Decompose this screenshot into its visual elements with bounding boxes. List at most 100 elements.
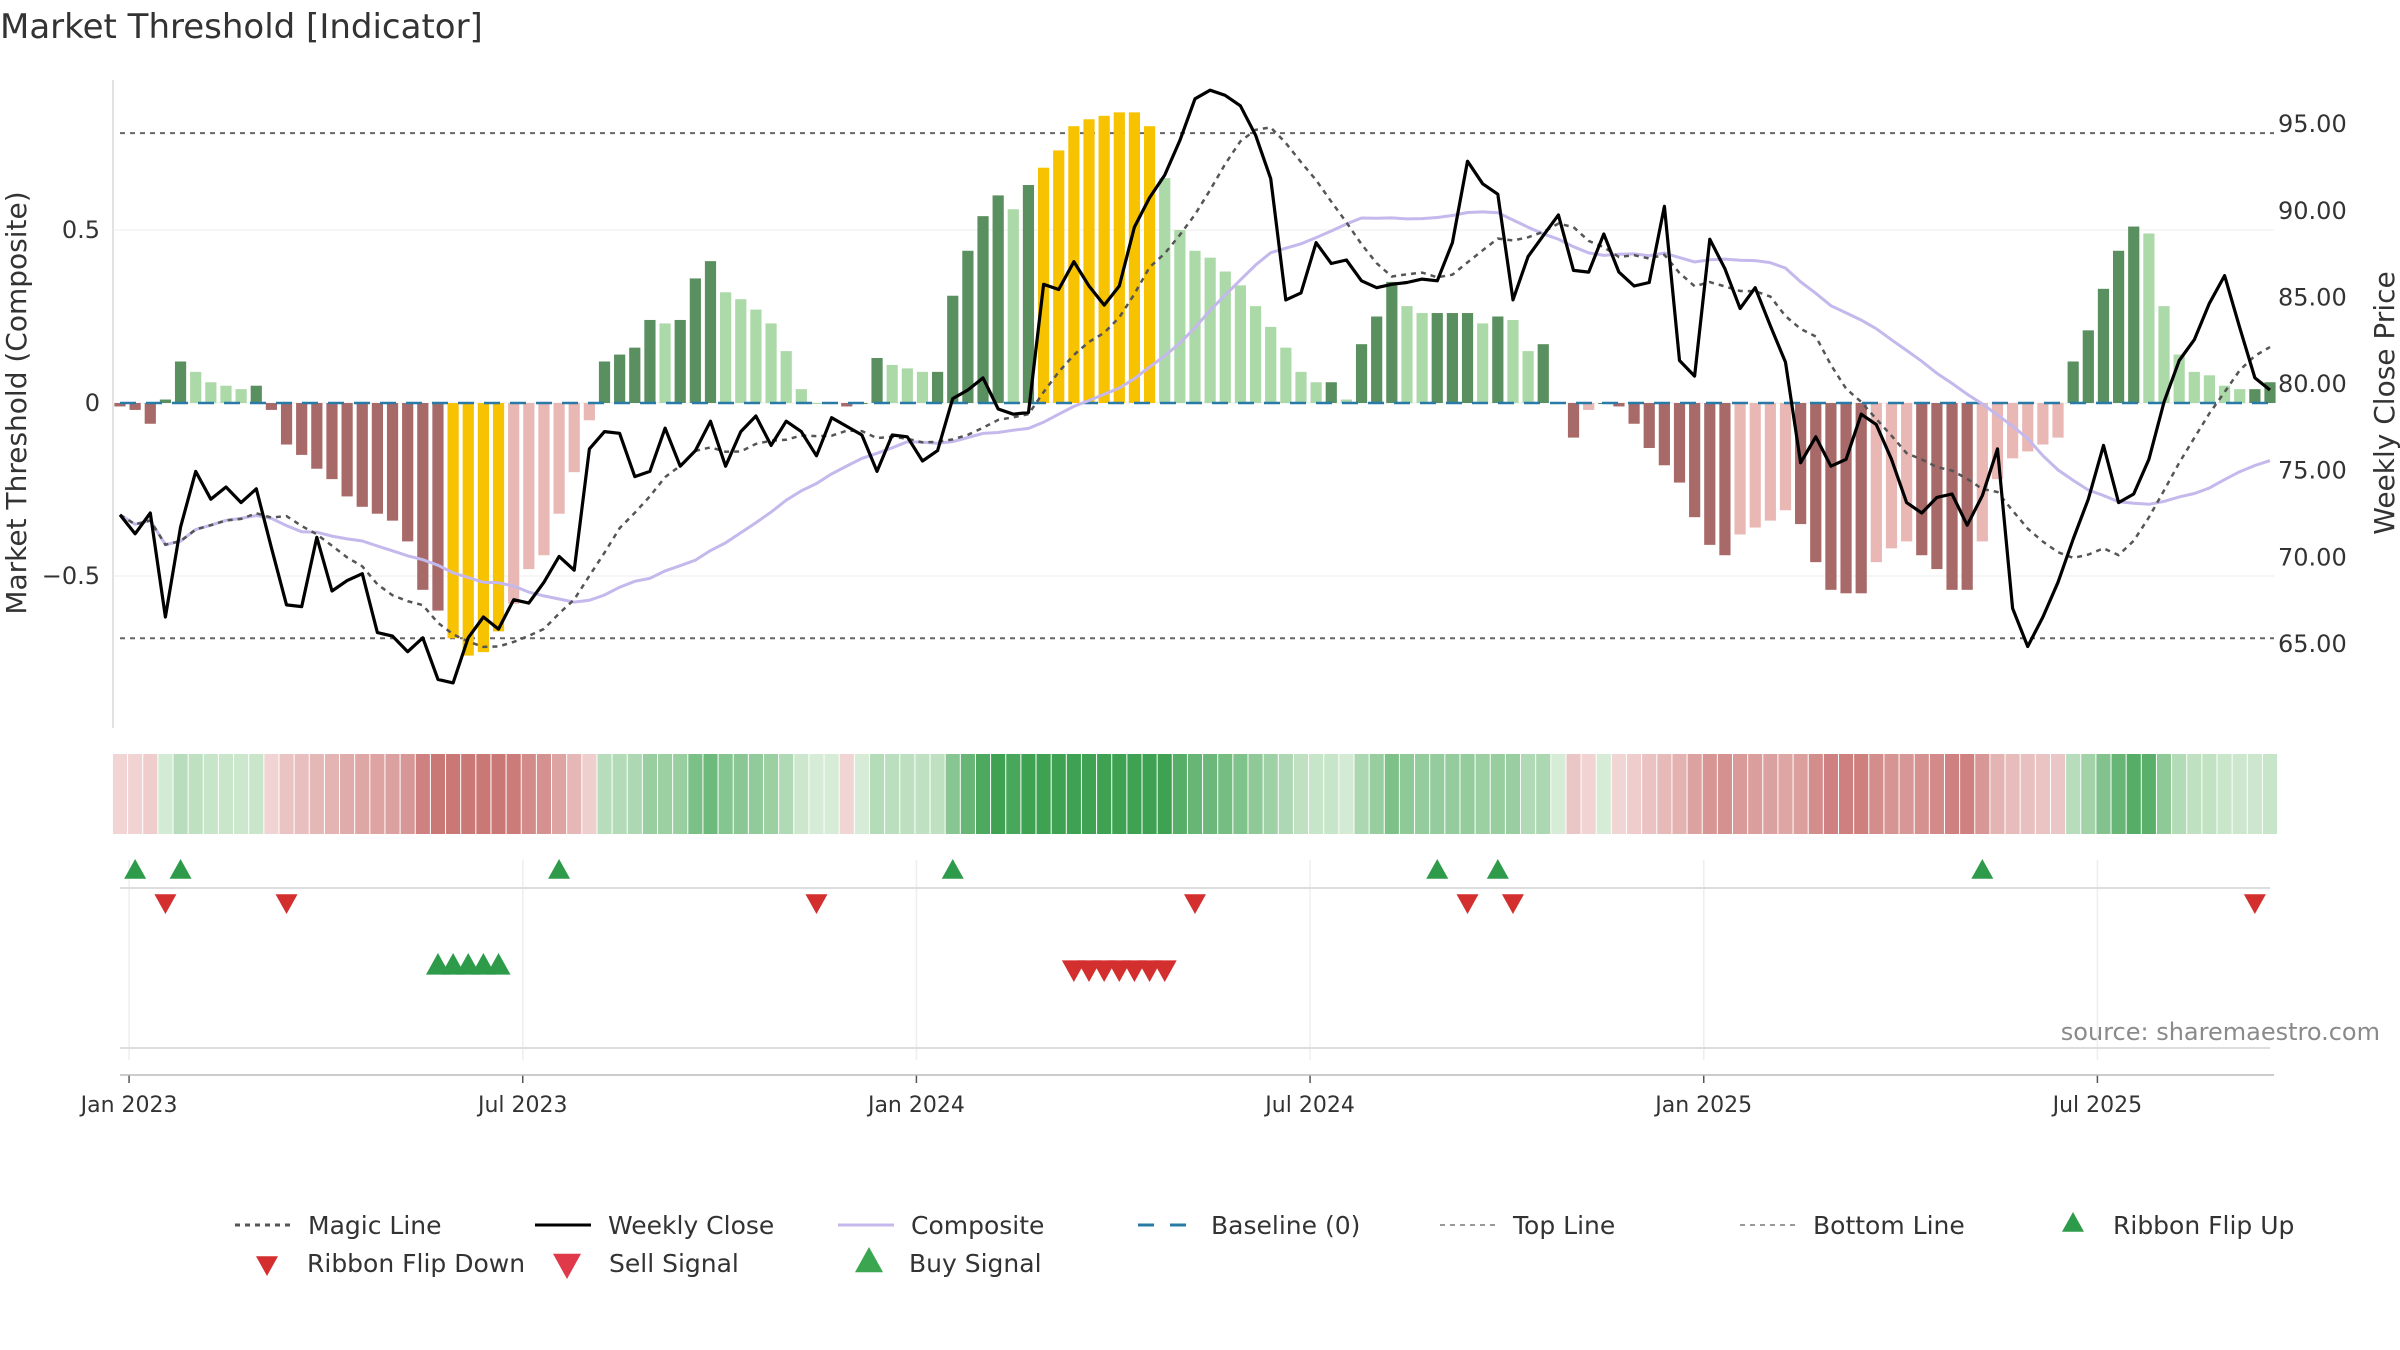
- ribbon-segment: [1566, 754, 1581, 834]
- ribbon-segment: [1339, 754, 1354, 834]
- ribbon-segment: [1884, 754, 1899, 834]
- right-axis-title: Weekly Close Price: [2368, 271, 2400, 534]
- histogram-bar: [1310, 382, 1322, 403]
- ribbon-segment: [2096, 754, 2111, 834]
- right-tick-label: 85.00: [2278, 283, 2347, 311]
- chart-title: Market Threshold [Indicator]: [0, 7, 483, 47]
- ribbon-segment: [552, 754, 567, 834]
- histogram-bar: [674, 319, 686, 403]
- ribbon-segment: [1490, 754, 1505, 834]
- histogram-bar: [2158, 306, 2170, 403]
- ribbon-segment: [597, 754, 612, 834]
- histogram-bar: [1143, 126, 1156, 403]
- ribbon-segment: [673, 754, 688, 834]
- ribbon-segment: [991, 754, 1006, 834]
- histogram-bar: [1280, 347, 1292, 403]
- histogram-bar: [2264, 382, 2276, 403]
- histogram-bar: [356, 403, 368, 507]
- histogram-bar: [1583, 403, 1595, 410]
- right-tick-label: 75.00: [2278, 457, 2347, 485]
- ribbon-segment: [1233, 754, 1248, 834]
- ribbon-segment: [1975, 754, 1990, 834]
- ribbon-segment: [885, 754, 900, 834]
- left-tick-label: 0: [85, 389, 100, 417]
- ribbon-segment: [1657, 754, 1672, 834]
- ribbon-segment: [567, 754, 582, 834]
- histogram-bar: [810, 403, 823, 404]
- ribbon-segment: [173, 754, 188, 834]
- ribbon-segment: [1838, 754, 1854, 834]
- histogram-bar: [1325, 382, 1337, 403]
- ribbon-segment: [809, 754, 824, 834]
- histogram-bar: [174, 361, 187, 403]
- histogram-bar: [2037, 403, 2049, 445]
- ribbon-flip-down-marker: [275, 894, 298, 914]
- ribbon-segment: [1127, 754, 1142, 834]
- histogram-bar: [1234, 285, 1247, 403]
- histogram-bar: [583, 403, 595, 421]
- ribbon-segment: [839, 754, 854, 834]
- histogram-bar: [1567, 403, 1580, 438]
- ribbon-segment: [2187, 754, 2202, 834]
- ribbon-segment: [1430, 754, 1445, 834]
- ribbon-segment: [1293, 754, 1309, 834]
- ribbon-segment: [234, 754, 249, 834]
- ribbon-segment: [1914, 754, 1929, 834]
- ribbon-segment: [1445, 754, 1460, 834]
- legend-label: Ribbon Flip Up: [2113, 1211, 2294, 1240]
- ribbon-segment: [1581, 754, 1596, 834]
- ribbon-segment: [2141, 754, 2156, 834]
- ribbon-segment: [1248, 754, 1263, 834]
- ribbon-segment: [733, 754, 748, 834]
- buy-signal-marker: [441, 953, 466, 975]
- ribbon-segment: [1066, 754, 1081, 834]
- ribbon-segment: [1899, 754, 1914, 834]
- ribbon-segment: [112, 754, 128, 834]
- ribbon-segment: [2035, 754, 2050, 834]
- legend-swatch: [553, 1253, 581, 1279]
- legend-label: Magic Line: [308, 1211, 442, 1240]
- ribbon-segment: [2050, 754, 2066, 834]
- histogram-bar: [2249, 389, 2261, 403]
- histogram-bar: [644, 319, 656, 403]
- ribbon-segment: [324, 754, 340, 834]
- legend-label: Composite: [911, 1211, 1044, 1240]
- ribbon-segment: [975, 754, 991, 834]
- histogram-bar: [1901, 403, 1913, 542]
- histogram-bar: [704, 261, 717, 403]
- histogram-bar: [992, 195, 1004, 403]
- ribbon-segment: [2111, 754, 2126, 834]
- ribbon-segment: [461, 754, 476, 834]
- ribbon-segment: [1203, 754, 1218, 834]
- ribbon-segment: [1702, 754, 1717, 834]
- histogram-bar: [220, 385, 232, 403]
- histogram-bar: [2203, 375, 2216, 403]
- histogram-bar: [795, 389, 807, 403]
- histogram-bar: [1628, 403, 1640, 424]
- ribbon-segment: [264, 754, 279, 834]
- x-tick-label: Jan 2025: [1653, 1093, 1752, 1118]
- buy-signal-marker: [456, 953, 481, 975]
- histogram-bar: [1537, 344, 1549, 403]
- histogram-bar: [1779, 403, 1792, 511]
- histogram-bar: [1174, 230, 1186, 403]
- histogram-bar: [614, 354, 626, 403]
- ribbon-segment: [1309, 754, 1324, 834]
- histogram-bar: [1477, 323, 1489, 403]
- histogram-bar: [1431, 313, 1443, 403]
- histogram-bar: [114, 403, 126, 407]
- histogram-bar: [1159, 178, 1171, 403]
- histogram-bar: [2128, 226, 2140, 403]
- histogram-bar: [1265, 326, 1277, 403]
- histogram-bar: [190, 371, 202, 403]
- ribbon-segment: [1263, 754, 1278, 834]
- histogram-bar: [1416, 313, 1428, 403]
- right-tick-label: 70.00: [2278, 543, 2347, 571]
- histogram-bar: [2007, 403, 2019, 459]
- ribbon-segment: [476, 754, 491, 834]
- histogram-bar: [947, 295, 959, 403]
- sell-signal-marker: [1137, 960, 1162, 982]
- histogram-bar: [2067, 361, 2079, 403]
- ribbon-segment: [158, 754, 173, 834]
- ribbon-segment: [779, 754, 794, 834]
